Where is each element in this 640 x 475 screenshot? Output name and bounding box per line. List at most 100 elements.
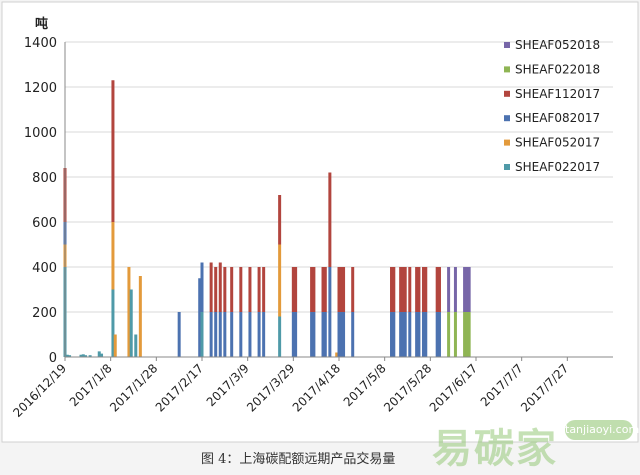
bar-segment	[214, 267, 218, 312]
legend-label: SHEAF082017	[515, 111, 600, 125]
bar-segment	[248, 312, 252, 357]
legend-label: SHEAF052017	[515, 136, 600, 150]
y-tick-labels: 0 200 400 600 800 1000 1200 1400	[24, 36, 57, 366]
bar-segment	[408, 267, 412, 312]
bar-segment	[417, 312, 421, 357]
y-tick-label: 0	[49, 351, 57, 366]
bar-segment	[257, 267, 261, 312]
legend-label: SHEAF022017	[515, 160, 600, 174]
gridlines	[65, 41, 613, 313]
bar-segment	[65, 354, 69, 357]
bar-segment	[138, 276, 142, 357]
bar-segment	[230, 267, 234, 312]
legend-swatch	[504, 42, 510, 48]
bar-segment	[310, 312, 314, 357]
axes	[64, 42, 613, 361]
legend: SHEAF052018 SHEAF022018 SHEAF112017 SHEAF08…	[504, 38, 600, 174]
bar-segment	[342, 267, 346, 312]
bar-segment	[390, 267, 394, 312]
bar-segment	[291, 312, 295, 357]
bar-segment	[342, 312, 346, 357]
bar-segment	[218, 312, 222, 357]
bar-segment	[447, 267, 451, 312]
bar-segment	[97, 351, 101, 357]
bar-segment	[113, 334, 117, 357]
bar-segment	[323, 312, 327, 357]
bar-segment	[209, 262, 213, 312]
bar-segment	[339, 267, 343, 312]
bar-segment	[198, 278, 202, 357]
bar-segment	[88, 355, 92, 357]
legend-swatch	[504, 115, 510, 122]
bar-segment	[84, 355, 88, 357]
bar-segment	[351, 312, 355, 357]
bar-segment	[81, 354, 85, 357]
bar-segment	[111, 222, 115, 290]
y-tick-label: 1400	[24, 36, 57, 51]
bar-segment	[467, 312, 471, 357]
bar-segment	[453, 312, 457, 357]
bar-segment	[278, 195, 282, 245]
bar-segment	[403, 312, 407, 357]
y-tick-label: 600	[32, 216, 57, 231]
bar-segment	[335, 352, 339, 357]
bar-segment	[200, 262, 204, 312]
bar-segment	[421, 267, 425, 312]
bar-segment	[435, 312, 439, 357]
bar-segment	[100, 353, 104, 357]
bar-segment	[399, 312, 403, 357]
bar-segment	[223, 267, 227, 312]
bar-segment	[424, 267, 428, 312]
bar-segment	[421, 312, 425, 357]
bar-segment	[447, 312, 451, 357]
legend-label: SHEAF022018	[515, 62, 600, 76]
bar-segment	[467, 267, 471, 312]
bar-segment	[424, 312, 428, 357]
bar-segment	[262, 312, 266, 357]
bar-segment	[392, 312, 396, 357]
bar-segment	[127, 267, 131, 357]
bar-segment	[239, 267, 243, 312]
y-tick-label: 1000	[24, 126, 57, 141]
y-tick-label: 800	[32, 171, 57, 186]
bar-segment	[262, 267, 266, 312]
bar-segment	[328, 267, 332, 357]
bar-segment	[68, 355, 72, 357]
bar-segment	[177, 312, 181, 357]
bar-segment	[312, 312, 316, 357]
bar-segment	[453, 267, 457, 312]
bar-segment	[312, 267, 316, 312]
bar-segment	[399, 267, 403, 312]
bar-segment	[239, 312, 243, 357]
legend-swatch	[504, 90, 510, 97]
bar-segment	[435, 267, 439, 312]
bar-segment	[415, 312, 419, 357]
y-tick-label: 400	[32, 261, 57, 276]
bar-segment	[223, 312, 227, 357]
bar-segment	[129, 289, 133, 357]
bar-segment	[200, 312, 204, 357]
bar-segment	[403, 267, 407, 312]
bar-segment	[401, 312, 405, 357]
bar-segment	[328, 172, 332, 267]
watermark-logo-text: 易碳家	[432, 426, 558, 472]
bar-segment	[79, 354, 83, 357]
legend-label: SHEAF052018	[515, 38, 600, 52]
legend-swatch	[504, 164, 510, 170]
bar-segment	[111, 289, 115, 357]
bar-segment	[463, 267, 467, 312]
bar-segment	[351, 267, 355, 312]
bar-segment	[465, 312, 469, 357]
watermark-badge: tanjiaoyi.com	[565, 420, 639, 440]
legend-label: SHEAF112017	[515, 87, 600, 101]
y-tick-label: 200	[32, 306, 57, 321]
bar-segment	[278, 244, 282, 317]
bar-segment	[339, 312, 343, 357]
bar-segment	[294, 267, 298, 312]
bar-segment	[248, 267, 252, 312]
bar-segment	[337, 312, 341, 357]
y-axis-title: 吨	[35, 16, 48, 32]
bar-segment	[310, 267, 314, 312]
